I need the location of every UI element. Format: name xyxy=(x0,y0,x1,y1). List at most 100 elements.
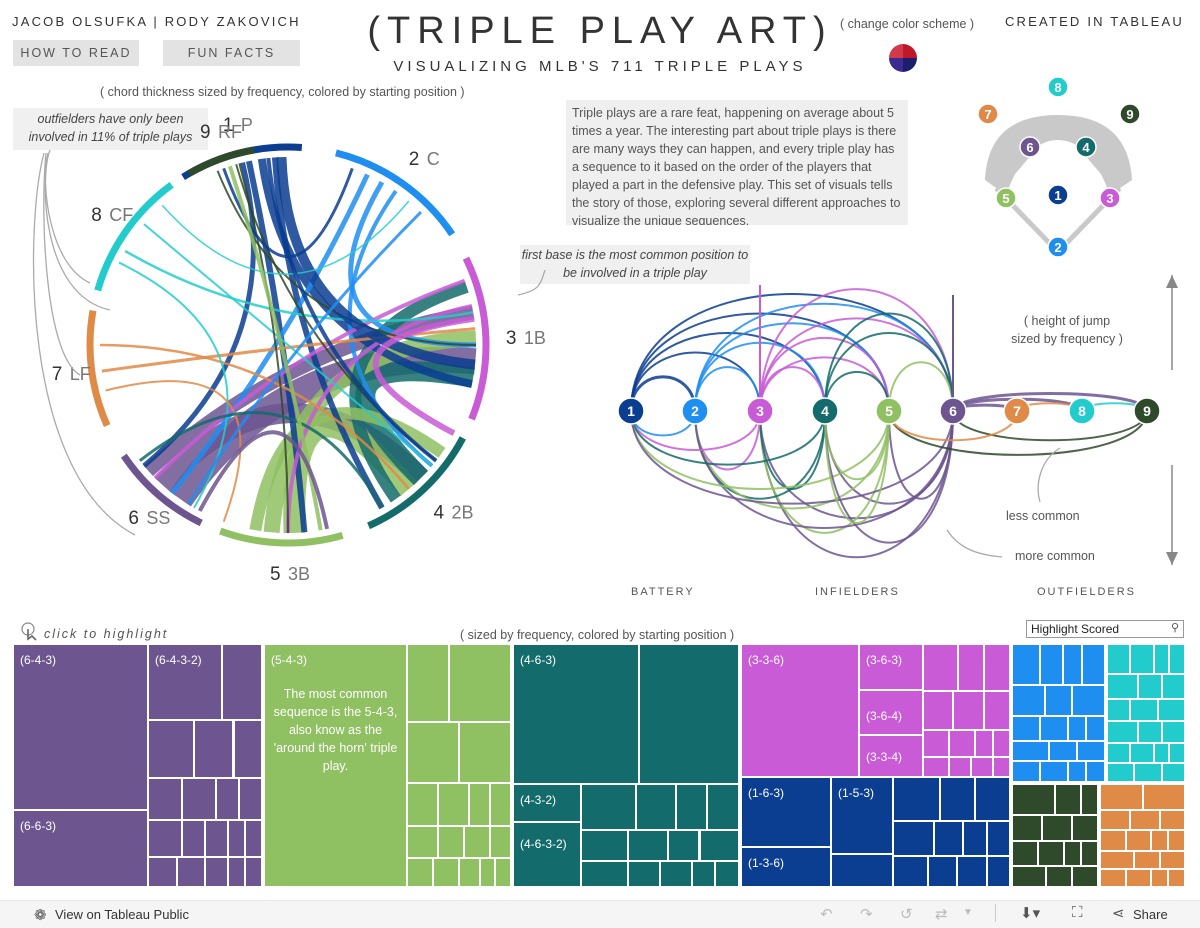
treemap-cell-5-4-3[interactable]: (5-4-3) The most common sequence is the … xyxy=(264,644,407,887)
arc-connection[interactable] xyxy=(888,410,1148,456)
treemap-cell[interactable] xyxy=(1134,762,1162,782)
treemap-cell[interactable] xyxy=(986,821,1010,857)
treemap-cell[interactable] xyxy=(1138,674,1162,700)
fun-facts-button[interactable]: FUN FACTS xyxy=(163,40,300,66)
treemap-cell[interactable] xyxy=(1012,784,1055,815)
highlight-search-input[interactable]: Highlight Scored ⚲ xyxy=(1026,620,1184,638)
treemap-cell-4-3-2[interactable]: (4-3-2) xyxy=(513,784,581,822)
treemap-group-cf[interactable] xyxy=(1107,644,1185,782)
treemap-cell[interactable] xyxy=(1107,721,1139,744)
treemap-cell[interactable] xyxy=(1012,814,1043,841)
arc-connection[interactable] xyxy=(630,410,826,466)
treemap-cell[interactable] xyxy=(1044,685,1073,716)
treemap-cell[interactable] xyxy=(1159,850,1185,870)
treemap-cell[interactable] xyxy=(233,720,262,779)
treemap-cell[interactable] xyxy=(148,720,194,779)
undo-icon[interactable]: ↶ xyxy=(820,906,833,923)
treemap-cell[interactable] xyxy=(581,830,629,862)
treemap-cell[interactable] xyxy=(216,778,240,821)
treemap-cell[interactable] xyxy=(699,830,739,862)
treemap-cell[interactable] xyxy=(1072,814,1098,841)
treemap-cell[interactable] xyxy=(1063,840,1081,867)
treemap-cell[interactable] xyxy=(148,778,183,821)
chord-connection[interactable] xyxy=(197,430,330,530)
treemap-cell-3-6-4[interactable]: (3-6-4) xyxy=(859,690,923,735)
treemap-cell[interactable] xyxy=(1169,743,1185,763)
treemap-cell[interactable] xyxy=(581,861,629,887)
arc-node-2b[interactable] xyxy=(811,397,839,425)
diamond-node-3b[interactable] xyxy=(995,187,1017,209)
treemap-cell[interactable] xyxy=(1168,830,1185,851)
refresh-icon[interactable]: ⇄ xyxy=(935,906,948,923)
treemap-cell[interactable] xyxy=(963,821,987,857)
diamond-node-p[interactable] xyxy=(1047,184,1069,206)
chord-arc-c[interactable] xyxy=(335,149,456,237)
download-icon[interactable]: ⬇▾ xyxy=(1020,905,1041,922)
arc-connection[interactable] xyxy=(630,410,890,490)
arc-connection[interactable] xyxy=(824,410,890,525)
chord-connection[interactable] xyxy=(124,249,474,323)
chord-connection[interactable] xyxy=(143,305,475,477)
field-diamond[interactable]: 1 2 3 4 5 6 7 8 9 xyxy=(960,70,1180,270)
treemap-group-1b-small[interactable] xyxy=(923,644,1010,777)
chord-connection[interactable] xyxy=(373,315,475,436)
arc-connection[interactable] xyxy=(824,312,954,412)
treemap-cell-4-6-3-2[interactable]: (4-6-3-2) xyxy=(513,822,581,887)
treemap-cell[interactable] xyxy=(923,730,950,758)
treemap-cell[interactable] xyxy=(1138,721,1162,744)
arc-connection[interactable] xyxy=(630,410,761,451)
treemap-group-p-small[interactable] xyxy=(893,777,1010,887)
arc-node-cf[interactable] xyxy=(1068,397,1096,425)
treemap-cell[interactable] xyxy=(438,826,465,858)
treemap-group-lf[interactable] xyxy=(1100,784,1185,887)
diamond-node-rf[interactable] xyxy=(1119,103,1141,125)
treemap-cell[interactable] xyxy=(407,782,439,827)
treemap-cell[interactable] xyxy=(992,730,1010,758)
diamond-node-ss[interactable] xyxy=(1019,136,1041,158)
revert-icon[interactable]: ↺ xyxy=(900,906,913,923)
arc-node-c[interactable] xyxy=(681,397,709,425)
how-to-read-button[interactable]: HOW TO READ xyxy=(13,40,139,66)
treemap-cell[interactable] xyxy=(433,857,459,887)
treemap-cell[interactable] xyxy=(1125,830,1151,851)
treemap-cell[interactable] xyxy=(1012,685,1045,716)
chord-connection[interactable] xyxy=(187,211,422,506)
treemap-cell[interactable] xyxy=(227,820,245,857)
chord-connection[interactable] xyxy=(153,278,466,480)
treemap-cell[interactable] xyxy=(148,820,183,857)
arc-connection[interactable] xyxy=(694,410,954,529)
chord-connection[interactable] xyxy=(138,411,384,509)
treemap-cell[interactable] xyxy=(1012,840,1038,867)
treemap-cell[interactable] xyxy=(1063,644,1082,686)
chord-arc-ss[interactable] xyxy=(120,453,203,527)
chord-connections[interactable] xyxy=(99,156,477,534)
diamond-node-c[interactable] xyxy=(1047,236,1069,258)
treemap-cell[interactable] xyxy=(636,784,676,831)
treemap-cell[interactable] xyxy=(1081,644,1105,686)
arc-connection[interactable] xyxy=(888,361,954,412)
treemap-cell[interactable] xyxy=(923,757,950,777)
arc-connection[interactable] xyxy=(824,371,890,412)
treemap-cell[interactable] xyxy=(957,856,987,887)
treemap-cell[interactable] xyxy=(1130,644,1154,675)
treemap-cell[interactable] xyxy=(1130,743,1154,763)
arc-connection[interactable] xyxy=(630,410,954,505)
chord-arc-1b[interactable] xyxy=(462,256,490,421)
arc-node-rf[interactable] xyxy=(1133,397,1161,425)
treemap-cell[interactable] xyxy=(1130,699,1158,722)
color-scheme-toggle[interactable] xyxy=(889,44,917,72)
treemap-cell[interactable] xyxy=(407,721,459,783)
arc-connection[interactable] xyxy=(694,410,890,510)
treemap-cell[interactable] xyxy=(1168,869,1185,887)
treemap-cell[interactable] xyxy=(1012,866,1047,887)
treemap-cell[interactable] xyxy=(1142,784,1185,810)
treemap-group-2b-small[interactable] xyxy=(581,784,739,887)
treemap-cell[interactable] xyxy=(831,854,893,887)
arc-connection[interactable] xyxy=(824,410,890,481)
treemap-cell[interactable] xyxy=(1107,644,1131,675)
chord-connection[interactable] xyxy=(276,156,476,370)
treemap-cell[interactable] xyxy=(459,857,480,887)
treemap-cell[interactable] xyxy=(182,820,205,857)
diamond-node-cf[interactable] xyxy=(1047,76,1069,98)
treemap-cell[interactable] xyxy=(1042,814,1073,841)
